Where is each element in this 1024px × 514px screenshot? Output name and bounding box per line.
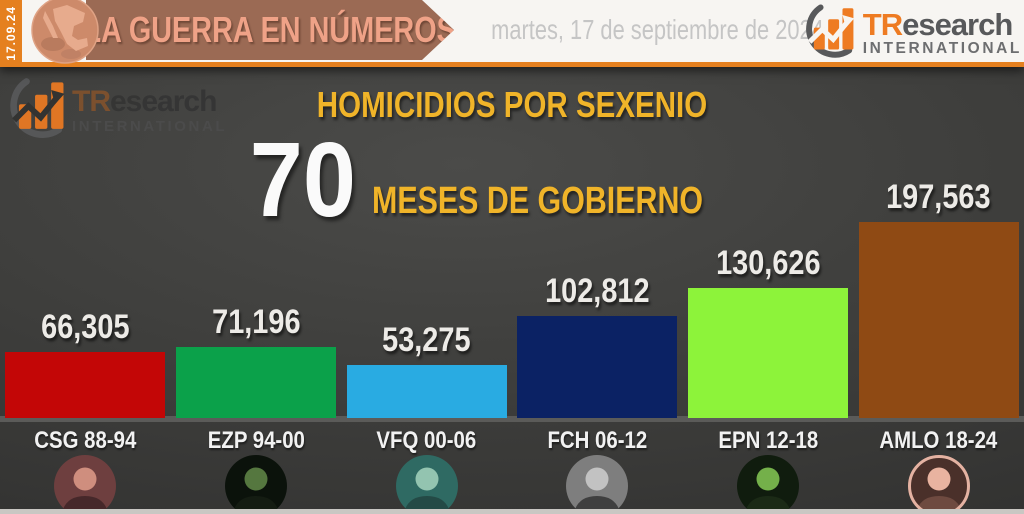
president-avatar xyxy=(224,455,287,514)
brand-watermark: TResearch INTERNATIONAL xyxy=(0,72,227,149)
bar-csg-88-94 xyxy=(5,352,166,418)
president-avatar xyxy=(395,455,458,514)
category-label: EZP 94-00 xyxy=(207,427,305,454)
bar-fch-06-12 xyxy=(517,316,678,418)
chart-slot-ezp-94-00: 71,196 EZP 94-00 xyxy=(171,0,342,514)
header-date: martes, 17 de septiembre de 2024 xyxy=(491,14,824,45)
president-avatar xyxy=(736,455,799,514)
chart-title: HOMICIDIOS POR SEXENIO xyxy=(316,84,708,125)
title-banner: LA GUERRA EN NÚMEROS xyxy=(86,0,454,60)
bar-value-label: 102,812 xyxy=(545,272,650,310)
chart-slot-fch-06-12: 102,812 FCH 06-12 xyxy=(512,0,683,514)
president-avatar xyxy=(907,455,970,514)
category-label: EPN 12-18 xyxy=(718,427,818,454)
chart-slot-amlo-18-24: 197,563 AMLO 18-24 xyxy=(853,0,1024,514)
bar-value-label: 197,563 xyxy=(886,178,991,216)
category-label: VFQ 00-06 xyxy=(376,427,477,454)
bar-vfq-00-06 xyxy=(346,365,507,418)
bar-value-label: 66,305 xyxy=(41,308,130,346)
bar-value-label: 71,196 xyxy=(211,303,301,341)
bottom-border xyxy=(0,509,1024,514)
x-axis-line xyxy=(0,416,1024,422)
watermark-logo-icon xyxy=(0,72,72,149)
watermark-brand-subtitle: INTERNATIONAL xyxy=(72,118,228,135)
bar-amlo-18-24 xyxy=(858,222,1019,418)
watermark-brand-name: TResearch xyxy=(72,85,217,118)
category-label: CSG 88-94 xyxy=(34,427,137,454)
months-number: 70 xyxy=(249,121,357,240)
date-sidebar: 17.09.24 xyxy=(0,0,22,67)
chart-slot-epn-12-18: 130,626 EPN 12-18 xyxy=(683,0,854,514)
bar-value-label: 130,626 xyxy=(715,244,821,282)
bar-value-label: 53,275 xyxy=(382,321,471,359)
chart-subtitle-row: 70 MESES DE GOBIERNO xyxy=(0,121,1024,240)
brand-name: TResearch xyxy=(862,7,1014,43)
brand-logo: TResearch INTERNATIONAL xyxy=(797,0,1022,66)
president-avatar xyxy=(566,455,629,514)
bar-epn-12-18 xyxy=(687,288,848,418)
bar-ezp-94-00 xyxy=(175,347,336,418)
president-avatar xyxy=(54,455,117,514)
sidebar-date-label: 17.09.24 xyxy=(4,6,18,61)
chart-slot-csg-88-94: 66,305 CSG 88-94 xyxy=(0,0,171,514)
chart-slot-vfq-00-06: 53,275 VFQ 00-06 xyxy=(341,0,512,514)
category-label: AMLO 18-24 xyxy=(879,427,998,454)
globe-mexico-icon xyxy=(31,0,99,69)
brand-subtitle: INTERNATIONAL xyxy=(862,40,1022,58)
category-label: FCH 06-12 xyxy=(547,427,648,454)
months-label: MESES DE GOBIERNO xyxy=(372,180,704,222)
banner-title: LA GUERRA EN NÚMEROS xyxy=(83,9,457,50)
brand-logo-icon xyxy=(797,0,861,68)
